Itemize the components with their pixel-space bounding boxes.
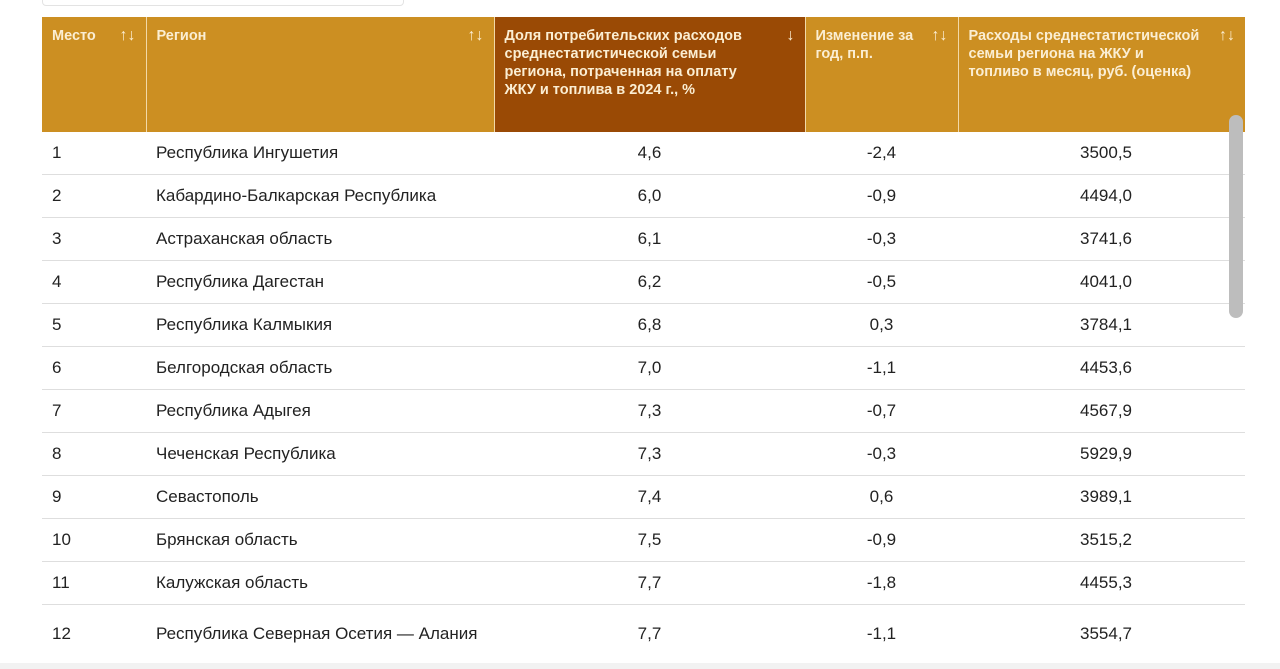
column-header-place[interactable]: Место ↑↓ [42, 17, 146, 132]
cell-spend: 4041,0 [958, 260, 1245, 304]
cell-change: -0,7 [805, 389, 958, 433]
cell-place: 6 [42, 346, 146, 390]
table-row: 7 Республика Адыгея 7,3 -0,7 4567,9 [42, 389, 1245, 433]
column-header-label: Регион [156, 28, 207, 44]
cell-place: 2 [42, 174, 146, 218]
cell-change: -0,9 [805, 174, 958, 218]
cell-change: -0,3 [805, 217, 958, 261]
cell-region: Республика Калмыкия [146, 303, 494, 347]
cell-place: 5 [42, 303, 146, 347]
table-row: 6 Белгородская область 7,0 -1,1 4453,6 [42, 346, 1245, 390]
cell-spend: 4567,9 [958, 389, 1245, 433]
cell-change: -0,9 [805, 518, 958, 562]
cell-change: -0,5 [805, 260, 958, 304]
cell-region: Белгородская область [146, 346, 494, 390]
cell-region: Республика Адыгея [146, 389, 494, 433]
cell-place: 7 [42, 389, 146, 433]
table-row: 11 Калужская область 7,7 -1,8 4455,3 [42, 561, 1245, 605]
cell-share: 7,5 [494, 518, 805, 562]
column-header-spend[interactable]: Расходы среднестатистической семьи регио… [957, 17, 1245, 132]
column-header-change[interactable]: Изменение за год, п.п. ↑↓ [804, 17, 958, 132]
column-header-label: Расходы среднестатистической семьи регио… [968, 28, 1200, 80]
cell-share: 7,3 [494, 389, 805, 433]
cell-region: Севастополь [146, 475, 494, 519]
sort-icon[interactable]: ↑↓ [119, 27, 136, 44]
cell-share: 7,0 [494, 346, 805, 390]
cell-place: 4 [42, 260, 146, 304]
scrollbar[interactable] [1229, 115, 1243, 318]
table-row: 2 Кабардино-Балкарская Республика 6,0 -0,9 4… [42, 174, 1245, 218]
cell-share: 6,8 [494, 303, 805, 347]
cell-spend: 5929,9 [958, 432, 1245, 476]
cell-change: 0,3 [805, 303, 958, 347]
cell-place: 10 [42, 518, 146, 562]
cell-region: Астраханская область [146, 217, 494, 261]
column-header-share[interactable]: Доля потребительских расходов среднестат… [493, 17, 805, 132]
cell-place: 9 [42, 475, 146, 519]
cell-share: 4,6 [494, 132, 805, 175]
sort-icon[interactable]: ↓ [786, 27, 795, 44]
cell-region: Республика Северная Осетия — Алания [146, 604, 494, 664]
cell-place: 3 [42, 217, 146, 261]
cell-change: -1,8 [805, 561, 958, 605]
column-header-label: Место [52, 28, 96, 44]
cell-region: Брянская область [146, 518, 494, 562]
column-header-label: Изменение за год, п.п. [815, 28, 914, 62]
cell-spend: 4455,3 [958, 561, 1245, 605]
cell-spend: 3741,6 [958, 217, 1245, 261]
table-row: 3 Астраханская область 6,1 -0,3 3741,6 [42, 217, 1245, 261]
cell-spend: 3500,5 [958, 132, 1245, 175]
column-header-region[interactable]: Регион ↑↓ [145, 17, 494, 132]
cell-region: Республика Ингушетия [146, 132, 494, 175]
cell-place: 1 [42, 132, 146, 175]
table-row: 12 Республика Северная Осетия — Алания 7,7… [42, 604, 1245, 664]
cell-spend: 4494,0 [958, 174, 1245, 218]
cell-change: -0,3 [805, 432, 958, 476]
cell-region: Калужская область [146, 561, 494, 605]
cell-spend: 3515,2 [958, 518, 1245, 562]
cell-change: 0,6 [805, 475, 958, 519]
cell-place: 12 [42, 604, 146, 664]
cell-share: 6,2 [494, 260, 805, 304]
cell-spend: 4453,6 [958, 346, 1245, 390]
ranking-table: Место ↑↓ Регион ↑↓ Доля потребительских расх… [42, 17, 1245, 664]
cell-share: 7,4 [494, 475, 805, 519]
table-row: 5 Республика Калмыкия 6,8 0,3 3784,1 [42, 303, 1245, 347]
cell-share: 7,3 [494, 432, 805, 476]
table-row: 10 Брянская область 7,5 -0,9 3515,2 [42, 518, 1245, 562]
cell-share: 7,7 [494, 561, 805, 605]
sort-icon[interactable]: ↑↓ [931, 27, 948, 44]
column-header-label: Доля потребительских расходов среднестат… [504, 28, 742, 98]
table-header: Место ↑↓ Регион ↑↓ Доля потребительских расх… [42, 17, 1245, 132]
horizontal-scroll-track [0, 663, 1280, 669]
cell-change: -1,1 [805, 604, 958, 664]
search-input[interactable] [42, 0, 404, 6]
table-row: 9 Севастополь 7,4 0,6 3989,1 [42, 475, 1245, 519]
cell-change: -1,1 [805, 346, 958, 390]
table-row: 8 Чеченская Республика 7,3 -0,3 5929,9 [42, 432, 1245, 476]
cell-place: 8 [42, 432, 146, 476]
table-row: 4 Республика Дагестан 6,2 -0,5 4041,0 [42, 260, 1245, 304]
sort-icon[interactable]: ↑↓ [1219, 27, 1235, 44]
table-row: 1 Республика Ингушетия 4,6 -2,4 3500,5 [42, 132, 1245, 175]
cell-share: 6,0 [494, 174, 805, 218]
cell-change: -2,4 [805, 132, 958, 175]
cell-region: Кабардино-Балкарская Республика [146, 174, 494, 218]
cell-spend: 3784,1 [958, 303, 1245, 347]
sort-icon[interactable]: ↑↓ [467, 27, 484, 44]
cell-spend: 3989,1 [958, 475, 1245, 519]
cell-share: 7,7 [494, 604, 805, 664]
cell-share: 6,1 [494, 217, 805, 261]
cell-spend: 3554,7 [958, 604, 1245, 664]
cell-region: Чеченская Республика [146, 432, 494, 476]
cell-place: 11 [42, 561, 146, 605]
cell-region: Республика Дагестан [146, 260, 494, 304]
